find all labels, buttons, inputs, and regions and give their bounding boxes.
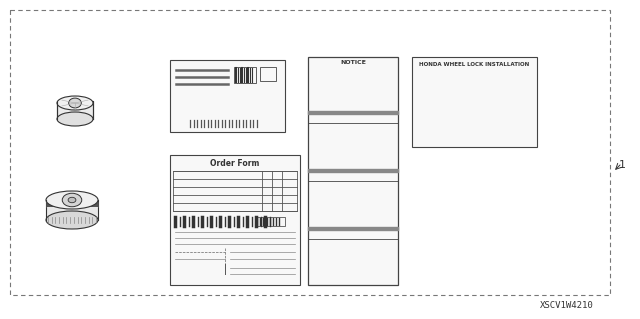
Bar (173, 171, 297, 211)
Bar (170, 155, 300, 285)
Bar (255, 217, 285, 226)
Text: XSCV1W4210: XSCV1W4210 (540, 301, 594, 310)
Text: 1: 1 (618, 160, 625, 170)
Text: NOTICE: NOTICE (340, 60, 366, 64)
Bar (260, 67, 276, 81)
Bar (170, 60, 285, 132)
Ellipse shape (62, 193, 82, 207)
Bar (10, 10, 610, 295)
Bar (234, 67, 256, 83)
Bar (412, 57, 537, 147)
Ellipse shape (57, 112, 93, 126)
Bar (46, 200, 98, 220)
Bar (308, 57, 398, 285)
Bar (46, 202, 98, 207)
Ellipse shape (46, 211, 98, 229)
Text: Order Form: Order Form (211, 160, 260, 168)
Ellipse shape (57, 96, 93, 110)
Ellipse shape (68, 98, 81, 108)
Ellipse shape (46, 191, 98, 209)
Bar (57, 102, 93, 119)
Ellipse shape (68, 197, 76, 203)
Text: HONDA WHEEL LOCK INSTALLATION: HONDA WHEEL LOCK INSTALLATION (419, 62, 530, 66)
